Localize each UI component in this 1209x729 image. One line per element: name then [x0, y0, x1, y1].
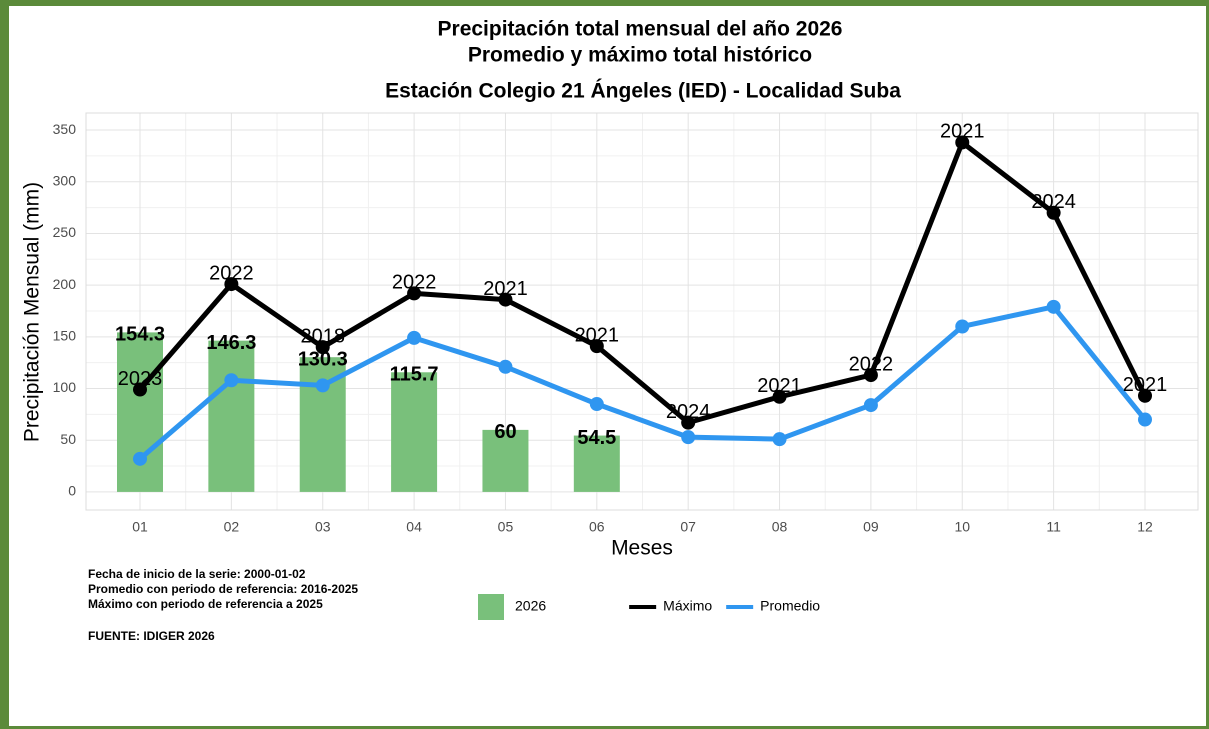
point: [589, 339, 604, 354]
point-label: 2021: [575, 324, 620, 346]
y-tick-label: 50: [60, 431, 76, 447]
x-tick-label: 04: [406, 519, 422, 535]
point: [315, 378, 330, 393]
legend-swatch: [478, 594, 504, 620]
x-tick-label: 05: [498, 519, 514, 535]
chart-title: Precipitación total mensual del año 2026: [438, 18, 843, 41]
point: [407, 330, 422, 345]
point-label: 2021: [940, 121, 985, 143]
point: [498, 292, 513, 307]
point: [863, 398, 878, 413]
data-label: 130.3: [298, 348, 348, 370]
x-tick-label: 11: [1046, 519, 1061, 535]
point: [1046, 205, 1061, 220]
y-tick-label: 350: [53, 121, 77, 137]
point: [133, 382, 147, 397]
note: Promedio con periodo de referencia: 2016…: [88, 582, 358, 596]
x-tick-label: 09: [863, 519, 879, 535]
point: [407, 286, 422, 301]
x-axis-label: Meses: [611, 537, 673, 560]
note: Máximo con periodo de referencia a 2025: [88, 597, 323, 611]
point: [681, 430, 696, 445]
point: [863, 368, 878, 383]
point: [681, 415, 696, 430]
point-label: 2024: [1031, 191, 1076, 213]
background: [9, 6, 1206, 726]
point: [133, 451, 147, 466]
bar: [482, 429, 529, 492]
y-axis-label: Precipitación Mensual (mm): [21, 182, 44, 442]
x-tick-label: 01: [132, 519, 148, 535]
point: [224, 373, 239, 388]
bar: [117, 332, 163, 492]
point-label: 2021: [757, 375, 802, 397]
point-label: 2022: [209, 262, 254, 284]
point: [1138, 388, 1152, 403]
chart-subtitle: Promedio y máximo total histórico: [468, 44, 812, 67]
x-tick-label: 07: [680, 519, 696, 535]
x-tick-label: 08: [772, 519, 788, 535]
data-label: 115.7: [390, 364, 439, 386]
y-tick-label: 0: [68, 483, 76, 499]
note: Fecha de inicio de la serie: 2000-01-02: [88, 567, 306, 581]
bar: [391, 372, 438, 492]
x-tick-label: 02: [224, 519, 240, 535]
point-label: 2021: [483, 278, 528, 300]
chart-subtitle: Estación Colegio 21 Ángeles (IED) - Loca…: [385, 80, 901, 103]
x-tick-label: 06: [589, 519, 605, 535]
point: [772, 389, 787, 404]
bar: [573, 435, 620, 492]
point: [498, 359, 513, 374]
point: [955, 319, 970, 334]
point: [224, 277, 239, 292]
x-tick-label: 03: [315, 519, 331, 535]
point: [589, 397, 604, 412]
legend-label: Máximo: [663, 598, 712, 614]
point: [315, 340, 330, 355]
bar: [208, 340, 255, 492]
source: FUENTE: IDIGER 2026: [88, 629, 215, 643]
point: [955, 135, 970, 150]
point: [1138, 412, 1152, 427]
x-tick-label: 10: [954, 519, 970, 535]
data-label: 60: [494, 421, 516, 443]
plot-border: [85, 112, 1199, 511]
legend-label: 2026: [515, 598, 546, 614]
y-tick-label: 300: [53, 172, 77, 188]
data-label: 54.5: [577, 427, 616, 449]
y-tick-label: 100: [53, 379, 77, 395]
point-label: 2018: [300, 325, 345, 347]
point-label: 2022: [849, 353, 894, 375]
line: [138, 139, 1148, 426]
line: [138, 304, 1147, 461]
legend-label: Promedio: [760, 598, 820, 614]
point: [772, 432, 787, 447]
point-label: 2023: [118, 368, 163, 390]
point-label: 2024: [666, 401, 711, 423]
x-tick-label: 12: [1137, 519, 1153, 535]
data-label: 146.3: [206, 332, 256, 354]
y-tick-label: 200: [53, 276, 77, 292]
point: [1046, 299, 1061, 314]
point-label: 2021: [1123, 374, 1168, 396]
point-label: 2022: [392, 272, 437, 294]
y-tick-label: 150: [53, 328, 77, 344]
y-tick-label: 250: [53, 224, 77, 240]
data-label: 154.3: [115, 324, 165, 346]
